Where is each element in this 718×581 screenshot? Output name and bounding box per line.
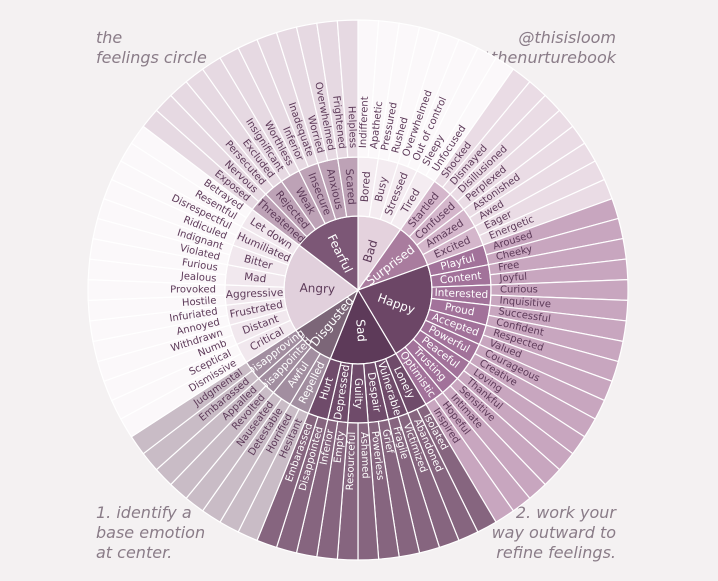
- tertiary-label-free: Free: [497, 260, 520, 274]
- tertiary-label-joyful: Joyful: [498, 272, 527, 285]
- tertiary-helpless[interactable]: [336, 19, 359, 159]
- title-block: the feelings circle: [96, 28, 207, 68]
- tertiary-label-curious: Curious: [500, 285, 538, 296]
- core-label-bad: Bad: [360, 238, 380, 264]
- instruction-step-2: 2. work your way outward to refine feeli…: [491, 503, 616, 562]
- secondary-label-proud: Proud: [444, 301, 476, 318]
- tertiary-label-ashamed: Ashamed: [358, 432, 371, 479]
- tertiary-label-inquisitive: Inquisitive: [499, 295, 551, 310]
- title-line-1: the: [96, 28, 123, 47]
- instruction-step-1: 1. identify a base emotion at center.: [96, 503, 206, 562]
- secondary-label-mad: Mad: [243, 271, 266, 285]
- tertiary-label-provoked: Provoked: [170, 285, 216, 296]
- tertiary-label-jealous: Jealous: [179, 271, 216, 285]
- tertiary-label-helpless: Helpless: [345, 106, 358, 149]
- tertiary-label-resourceful: Resourceful: [345, 432, 358, 491]
- secondary-label-content: Content: [439, 270, 482, 287]
- tertiary-label-grief: Grief: [380, 428, 396, 454]
- tertiary-label-hostile: Hostile: [182, 295, 217, 309]
- secondary-label-interested: Interested: [434, 287, 488, 301]
- tertiary-label-empty: Empty: [333, 430, 348, 463]
- secondary-label-guilty: Guilty: [352, 378, 364, 409]
- tertiary-label-indifferent: Indifferent: [358, 96, 371, 148]
- secondary-label-scared: Scared: [343, 168, 358, 205]
- title-line-2: feelings circle: [96, 48, 207, 67]
- handle-text: @thisisloom: [518, 28, 616, 47]
- secondary-label-bored: Bored: [359, 171, 373, 203]
- hashtag-text: #thenurturebook: [477, 48, 616, 67]
- secondary-label-aggressive: Aggressive: [226, 287, 284, 301]
- core-label-sad: Sad: [353, 319, 369, 343]
- credit-block: @thisisloom #thenurturebook: [478, 28, 616, 68]
- core-label-angry: Angry: [299, 281, 335, 296]
- secondary-label-busy: Busy: [373, 175, 391, 203]
